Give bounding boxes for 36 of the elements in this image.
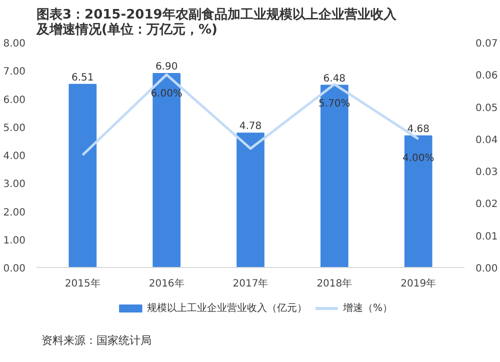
- y-tick-label: 6.00: [3, 94, 26, 106]
- y-tick-label: 7.00: [3, 66, 26, 78]
- data-label: 4.78: [239, 121, 262, 132]
- data-label: 6.90: [155, 61, 178, 72]
- y2-tick-label: 0.06: [476, 70, 498, 82]
- chart-title: 图表3：2015-2019年农副食品加工业规模以上企业营业收入及增速情况(单位：万亿元，%): [36, 6, 398, 38]
- data-label: 6.48: [323, 73, 346, 84]
- legend-label: 增速（%）: [342, 302, 392, 314]
- y-tick-label: 0.00: [3, 264, 26, 274]
- y2-tick-label: 0.02: [476, 199, 498, 210]
- y2-tick-label: 0.05: [476, 102, 498, 114]
- y-tick-label: 5.00: [3, 122, 26, 134]
- bar: [152, 72, 181, 268]
- x-tick-label: 2017年: [232, 278, 268, 290]
- data-label: 4.68: [407, 124, 430, 135]
- bar: [68, 84, 97, 268]
- y-tick-label: 4.00: [3, 151, 26, 162]
- x-tick-label: 2018年: [316, 278, 352, 290]
- y-tick-label: 8.00: [3, 38, 26, 50]
- y2-tick-label: 0.07: [476, 38, 498, 50]
- bar: [404, 135, 432, 268]
- y-tick-label: 2.00: [3, 207, 26, 218]
- text: 资料来源：国家统计局: [42, 334, 152, 347]
- x-tick-label: 2019年: [400, 278, 436, 290]
- legend-label: 规模以上工业企业营业收入（亿元）: [146, 302, 307, 314]
- y-tick-label: 1.00: [3, 235, 26, 246]
- bar: [320, 84, 348, 268]
- y2-tick-label: 0.00: [476, 264, 498, 274]
- y2-tick-label: 0.01: [476, 231, 498, 242]
- y2-tick-label: 0.04: [476, 134, 498, 146]
- y2-tick-label: 0.03: [476, 167, 498, 178]
- x-tick-label: 2015年: [64, 278, 100, 290]
- data-label: 6.51: [72, 72, 94, 84]
- y-tick-label: 3.00: [3, 179, 26, 190]
- x-tick-label: 2016年: [148, 278, 184, 290]
- bar: [236, 132, 264, 268]
